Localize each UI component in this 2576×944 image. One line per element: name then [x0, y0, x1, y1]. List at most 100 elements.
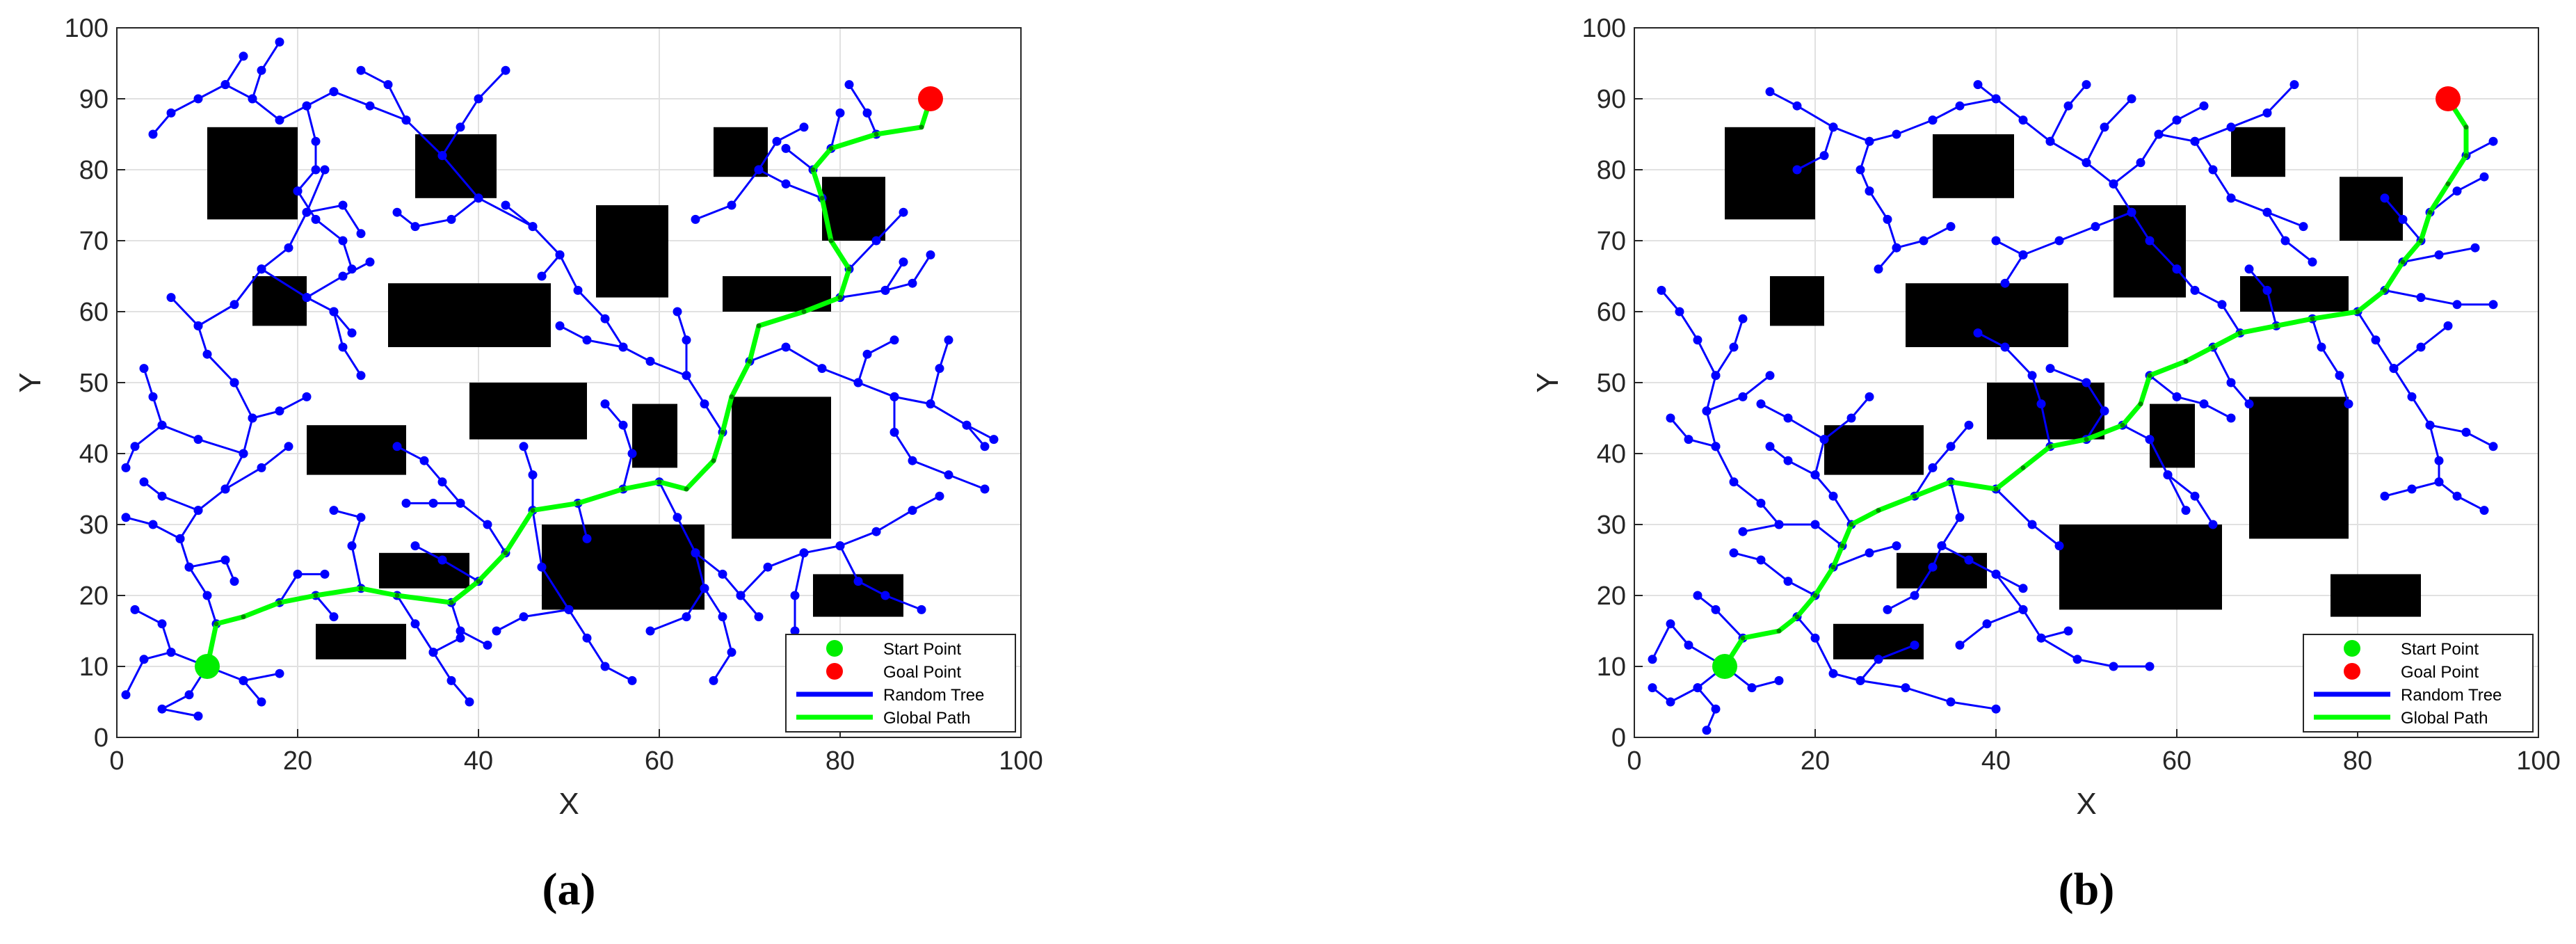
random-tree-node — [2045, 364, 2055, 374]
global-path-node — [214, 621, 219, 627]
random-tree-node — [1946, 442, 1956, 451]
goal-point-marker — [2436, 86, 2461, 111]
obstacle — [632, 403, 677, 468]
random-tree-node — [1666, 413, 1675, 423]
random-tree-node — [2018, 115, 2028, 125]
random-tree-node — [2217, 300, 2227, 310]
random-tree-node — [1756, 498, 1766, 508]
random-tree-node — [2190, 491, 2200, 501]
y-tick-label: 20 — [79, 582, 108, 611]
random-tree-node — [1648, 683, 1657, 693]
random-tree-node — [1765, 442, 1775, 451]
random-tree-node — [754, 612, 764, 622]
random-tree-node — [2407, 392, 2417, 401]
random-tree-node — [121, 690, 131, 700]
random-tree-node — [2063, 626, 2073, 636]
random-tree-branch — [2149, 374, 2232, 419]
global-path-node — [874, 131, 879, 137]
y-tick-label: 100 — [1582, 14, 1626, 43]
random-tree-node — [1765, 87, 1775, 97]
random-tree-node — [935, 364, 944, 374]
random-tree-node — [573, 285, 583, 295]
random-tree-node — [2434, 456, 2444, 465]
global-path-node — [2445, 181, 2451, 186]
random-tree-branch — [505, 204, 625, 348]
random-tree-node — [2145, 662, 2155, 671]
y-tick-label: 50 — [1597, 369, 1626, 398]
random-tree-node — [1666, 697, 1675, 707]
random-tree-node — [446, 214, 456, 224]
random-tree-node — [645, 626, 655, 636]
x-axis-label: X — [558, 787, 579, 821]
random-tree-node — [356, 371, 366, 381]
y-tick-label: 90 — [79, 85, 108, 114]
random-tree-node — [880, 285, 890, 295]
random-tree-node — [338, 342, 348, 352]
random-tree-node — [492, 626, 501, 636]
random-tree-node — [1955, 640, 1965, 650]
random-tree-node — [130, 442, 140, 451]
random-tree-node — [2109, 662, 2118, 671]
random-tree-node — [2226, 193, 2236, 203]
random-tree-node — [908, 456, 917, 465]
obstacle — [379, 552, 469, 589]
random-tree-node — [1964, 420, 1974, 430]
random-tree-node — [2488, 300, 2498, 310]
random-tree-node — [148, 392, 158, 401]
random-tree-branch — [785, 147, 814, 171]
random-tree-node — [284, 442, 293, 451]
random-tree-branch — [2004, 254, 2024, 285]
random-tree-node — [1783, 456, 1793, 465]
random-tree-node — [474, 193, 483, 203]
y-tick-label: 10 — [79, 653, 108, 682]
random-tree-node — [1702, 406, 1712, 416]
panel-caption: (a) — [542, 864, 596, 915]
random-tree-node — [1810, 633, 1820, 643]
random-tree-node — [2488, 442, 2498, 451]
random-tree-node — [871, 527, 881, 536]
random-tree-node — [537, 562, 547, 572]
global-path-node — [2355, 309, 2360, 314]
global-path-node — [2020, 465, 2026, 470]
random-tree-node — [799, 122, 809, 132]
obstacle — [1725, 127, 1815, 220]
obstacle — [1833, 623, 1924, 659]
random-tree-node — [157, 420, 167, 430]
random-tree-node — [944, 335, 953, 345]
random-tree-node — [1729, 548, 1739, 558]
random-tree-node — [1756, 555, 1766, 565]
random-tree-node — [410, 222, 420, 232]
obstacle — [596, 205, 668, 298]
random-tree-node — [230, 378, 239, 387]
random-tree-node — [446, 675, 456, 685]
random-tree-node — [889, 392, 899, 401]
random-tree-node — [2226, 122, 2236, 132]
random-tree-node — [1657, 285, 1666, 295]
y-tick-label: 90 — [1597, 85, 1626, 114]
global-path-node — [1948, 479, 1954, 485]
global-path-line — [1723, 97, 2469, 668]
random-tree-branch — [1733, 552, 1816, 597]
random-tree-node — [582, 633, 592, 643]
legend-label: Start Point — [883, 640, 961, 659]
legend-label: Global Path — [2401, 709, 2488, 728]
random-tree-branch — [540, 254, 561, 277]
random-tree-branch — [1769, 90, 1933, 143]
random-tree-node — [157, 491, 167, 501]
random-tree-node — [2434, 477, 2444, 487]
random-tree-node — [880, 591, 890, 600]
random-tree-node — [1991, 94, 2001, 104]
random-tree-node — [600, 662, 610, 671]
random-tree-node — [1928, 115, 1938, 125]
random-tree-node — [1828, 122, 1838, 132]
random-tree-branch — [1941, 545, 2024, 590]
random-tree-node — [184, 690, 194, 700]
random-tree-node — [709, 675, 718, 685]
random-tree-node — [1729, 477, 1739, 487]
legend: Start Point Goal Point Random Tree Global P… — [2303, 634, 2534, 733]
goal-point-marker — [918, 86, 943, 111]
random-tree-node — [736, 591, 746, 600]
panel-caption: (b) — [2059, 864, 2115, 915]
random-tree-node — [383, 80, 393, 90]
